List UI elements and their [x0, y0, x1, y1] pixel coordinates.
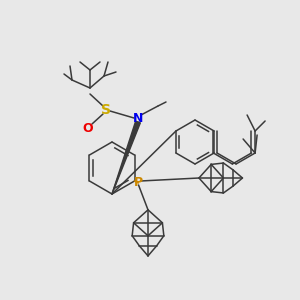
Text: P: P — [134, 176, 143, 190]
Polygon shape — [112, 121, 140, 194]
Text: N: N — [133, 112, 143, 124]
Text: O: O — [83, 122, 93, 134]
Text: S: S — [101, 103, 111, 117]
